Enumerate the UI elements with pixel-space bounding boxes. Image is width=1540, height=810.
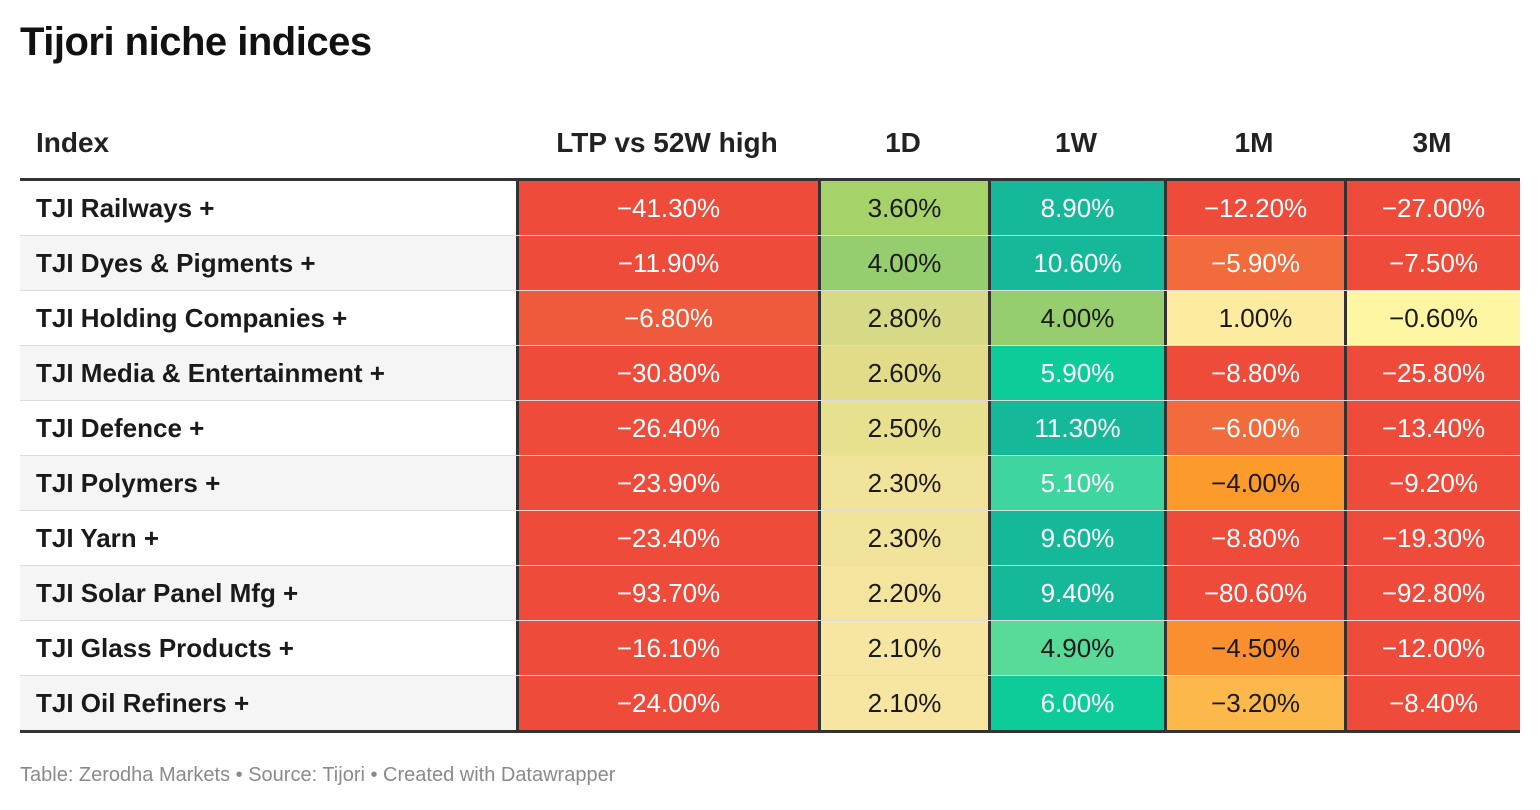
value-cell-1m: −8.80% [1164,511,1344,565]
value-cell-3m: −13.40% [1344,401,1520,455]
value-cell-1d: 3.60% [818,181,988,235]
value-cell-3m: −92.80% [1344,566,1520,620]
data-table: Index LTP vs 52W high 1D 1W 1M 3M TJI Ra… [20,108,1520,733]
value-cell-1d: 2.20% [818,566,988,620]
value-cell-1m: −8.80% [1164,346,1344,400]
value-cell-1d: 2.10% [818,676,988,730]
value-cell-1w: 8.90% [988,181,1164,235]
value-cell-3m: −9.20% [1344,456,1520,510]
value-cell-ltp-vs-52w-high: −26.40% [516,401,818,455]
table-row: TJI Dyes & Pigments + −11.90% 4.00% 10.60% −… [20,236,1520,291]
value-cell-1m: −4.50% [1164,621,1344,675]
chart-title: Tijori niche indices [20,20,372,64]
value-cell-1w: 9.60% [988,511,1164,565]
index-name-cell: TJI Railways + [36,192,215,223]
footer-credit: Table: Zerodha Markets • Source: Tijori … [20,764,616,786]
index-name-cell: TJI Yarn + [36,522,160,553]
value-cell-ltp-vs-52w-high: −24.00% [516,676,818,730]
value-cell-ltp-vs-52w-high: −93.70% [516,566,818,620]
value-cell-ltp-vs-52w-high: −23.40% [516,511,818,565]
table-row: TJI Railways + −41.30% 3.60% 8.90% −12.20% −2… [20,181,1520,236]
table-row: TJI Glass Products + −16.10% 2.10% 4.90% −4.… [20,621,1520,676]
value-cell-1m: −3.20% [1164,676,1344,730]
value-cell-3m: −7.50% [1344,236,1520,290]
index-name-cell: TJI Polymers + [36,467,221,498]
value-cell-1w: 10.60% [988,236,1164,290]
value-cell-1w: 6.00% [988,676,1164,730]
header-1d[interactable]: 1D [885,127,921,158]
value-cell-ltp-vs-52w-high: −41.30% [516,181,818,235]
header-index[interactable]: Index [36,127,110,158]
table-row: TJI Holding Companies + −6.80% 2.80% 4.00% 1… [20,291,1520,346]
header-ltp-vs-52w-high[interactable]: LTP vs 52W high [556,127,778,158]
value-cell-1w: 5.10% [988,456,1164,510]
value-cell-1m: −4.00% [1164,456,1344,510]
value-cell-3m: −12.00% [1344,621,1520,675]
value-cell-ltp-vs-52w-high: −6.80% [516,291,818,345]
value-cell-1d: 2.30% [818,456,988,510]
table-row: TJI Yarn + −23.40% 2.30% 9.60% −8.80% −19.30% [20,511,1520,566]
table-row: TJI Defence + −26.40% 2.50% 11.30% −6.00% −13… [20,401,1520,456]
index-name-cell: TJI Dyes & Pigments + [36,247,316,278]
value-cell-ltp-vs-52w-high: −23.90% [516,456,818,510]
value-cell-3m: −0.60% [1344,291,1520,345]
table-row: TJI Media & Entertainment + −30.80% 2.60% 5… [20,346,1520,401]
value-cell-1w: 9.40% [988,566,1164,620]
value-cell-3m: −25.80% [1344,346,1520,400]
value-cell-3m: −27.00% [1344,181,1520,235]
value-cell-1w: 11.30% [988,401,1164,455]
table-row: TJI Polymers + −23.90% 2.30% 5.10% −4.00% −9.… [20,456,1520,511]
index-name-cell: TJI Solar Panel Mfg + [36,577,299,608]
value-cell-3m: −19.30% [1344,511,1520,565]
value-cell-1w: 4.90% [988,621,1164,675]
header-1m[interactable]: 1M [1234,127,1274,158]
value-cell-1d: 2.50% [818,401,988,455]
value-cell-1d: 2.30% [818,511,988,565]
index-name-cell: TJI Glass Products + [36,632,294,663]
value-cell-1w: 4.00% [988,291,1164,345]
value-cell-1d: 4.00% [818,236,988,290]
value-cell-ltp-vs-52w-high: −16.10% [516,621,818,675]
table-row: TJI Oil Refiners + −24.00% 2.10% 6.00% −3.20… [20,676,1520,733]
value-cell-ltp-vs-52w-high: −11.90% [516,236,818,290]
value-cell-3m: −8.40% [1344,676,1520,730]
value-cell-1d: 2.60% [818,346,988,400]
value-cell-1m: −12.20% [1164,181,1344,235]
index-name-cell: TJI Holding Companies + [36,302,348,333]
value-cell-1m: −6.00% [1164,401,1344,455]
index-name-cell: TJI Defence + [36,412,205,443]
value-cell-1w: 5.90% [988,346,1164,400]
value-cell-1m: −80.60% [1164,566,1344,620]
value-cell-1m: 1.00% [1164,291,1344,345]
value-cell-1d: 2.80% [818,291,988,345]
index-name-cell: TJI Media & Entertainment + [36,357,385,388]
table-header: Index LTP vs 52W high 1D 1W 1M 3M [20,108,1520,181]
table-body: TJI Railways + −41.30% 3.60% 8.90% −12.20% −2… [20,181,1520,733]
index-name-cell: TJI Oil Refiners + [36,687,250,718]
table-row: TJI Solar Panel Mfg + −93.70% 2.20% 9.40% −8… [20,566,1520,621]
value-cell-1d: 2.10% [818,621,988,675]
value-cell-1m: −5.90% [1164,236,1344,290]
header-3m[interactable]: 3M [1412,127,1452,158]
header-1w[interactable]: 1W [1055,127,1097,158]
value-cell-ltp-vs-52w-high: −30.80% [516,346,818,400]
